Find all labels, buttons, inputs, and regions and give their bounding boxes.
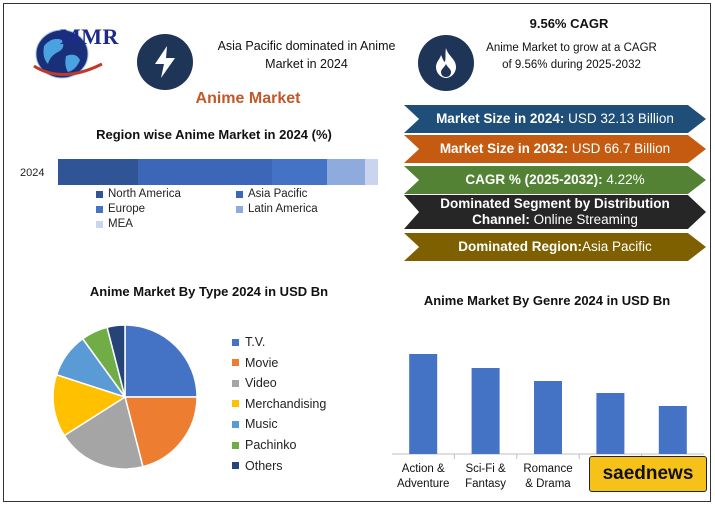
type-legend-item: Merchandising [232,397,326,411]
type-legend-item: Movie [232,356,278,370]
region-segment-mea [365,159,378,185]
fact-arrow: Dominated Region:Asia Pacific [404,233,706,261]
legend-swatch [96,190,103,198]
type-legend-item: Music [232,417,278,431]
genre-tick-label-line: & Drama [525,478,571,490]
genre-tick-label-line: Sci-Fi & [465,463,506,475]
saednews-watermark: saednews [589,456,707,492]
genre-bar [596,393,625,454]
cagr-title: 9.56% CAGR [529,16,609,31]
legend-label: Merchandising [245,396,327,411]
type-legend-item: Video [232,376,277,390]
region-chart-title: Region wise Anime Market in 2024 (%) [96,127,332,142]
genre-chart-title: Anime Market By Genre 2024 in USD Bn [423,293,671,308]
legend-label: T.V. [245,335,266,349]
legend-label: Video [245,376,277,391]
pie-slice-video [63,395,144,470]
legend-swatch [232,338,239,346]
type-chart-title: Anime Market By Type 2024 in USD Bn [89,284,329,299]
legend-swatch [96,220,103,228]
mmr-globe-logo [33,29,103,79]
genre-bar-chart [392,354,704,459]
legend-swatch [232,441,239,449]
pie-slice-movie [124,396,198,468]
fact-arrow: Market Size in 2032: USD 66.7 Billion [404,135,706,163]
fact-label: Market Size in 2032: [439,141,569,156]
genre-tick-label: Romance & Drama [517,462,579,492]
genre-tick-label-line: Action & [401,463,445,475]
fact-value: Asia Pacific [581,239,652,254]
fact-value: USD 66.7 Billion [568,141,671,156]
region-segment-europe [272,159,327,185]
genre-tick-label-line: Adventure [396,478,450,490]
legend-label: Pachinko [245,438,297,452]
genre-bar [534,381,562,454]
legend-swatch [232,420,239,428]
genre-bar [658,406,687,454]
region-category-label: 2024 [20,167,45,179]
legend-label: Asia Pacific [248,188,308,200]
region-legend-item: Asia Pacific [236,188,307,200]
genre-tick-label: Sci-Fi & Fantasy [454,462,516,492]
left-statement: Asia Pacific dominated in Anime Market i… [217,39,396,71]
legend-label: Others [245,458,283,473]
genre-bar [409,354,438,454]
region-legend-item: Latin America [236,203,318,215]
legend-swatch [96,205,103,213]
main-title: Anime Market [195,90,301,107]
region-legend-item: MEA [96,218,133,230]
legend-label: MEA [108,218,133,230]
type-legend-item: Others [232,459,283,473]
genre-tick-label-line: Romance [523,463,573,475]
legend-swatch [236,205,243,213]
fact-value: USD 32.13 Billion [564,111,674,126]
flame-icon [418,35,474,91]
region-legend-item: Europe [96,203,145,215]
genre-tick-label: Action & Adventure [392,462,454,492]
type-pie-chart [52,324,198,470]
legend-label: Latin America [248,203,318,215]
legend-swatch [232,359,239,367]
pie-slice-others [106,324,126,398]
fact-label: Dominated Segment by Distribution Channe… [440,196,670,227]
legend-swatch [236,190,243,198]
legend-label: North America [108,188,181,200]
logo-text: MMR [60,24,119,49]
lightning-icon [137,34,193,90]
fact-label: Dominated Region: [458,239,582,254]
legend-label: Movie [245,355,279,370]
fact-label: CAGR % (2025-2032): [465,172,603,187]
legend-swatch [232,400,239,408]
region-segment-north-america [58,159,138,185]
fact-value: 4.22% [602,172,645,187]
fact-arrow: Market Size in 2024: USD 32.13 Billion [404,105,706,133]
region-legend-item: North America [96,188,181,200]
region-segment-asia-pacific [138,159,273,185]
pie-slice-t-v- [124,324,198,398]
type-legend-item: Pachinko [232,438,296,452]
fact-value: Online Streaming [529,212,638,227]
genre-tick-label-line: Fantasy [465,478,507,490]
genre-bar [471,368,500,454]
right-statement: Anime Market to grow at a CAGR of 9.56% … [486,42,657,71]
pie-slice-merchandising [52,373,127,437]
region-segment-latin-america [326,159,366,185]
infographic: MMR Asia Pacific dominated in Anime Mark… [3,3,711,502]
type-legend-item: T.V. [232,335,265,349]
legend-label: Europe [108,203,146,215]
fact-arrow: CAGR % (2025-2032): 4.22% [404,166,706,194]
region-stacked-bar [58,159,378,185]
legend-label: Music [245,417,278,432]
fact-arrow: Dominated Segment by Distribution Channe… [404,195,706,229]
legend-swatch [232,462,239,470]
fact-label: Market Size in 2024: [436,111,565,126]
legend-swatch [232,379,239,387]
